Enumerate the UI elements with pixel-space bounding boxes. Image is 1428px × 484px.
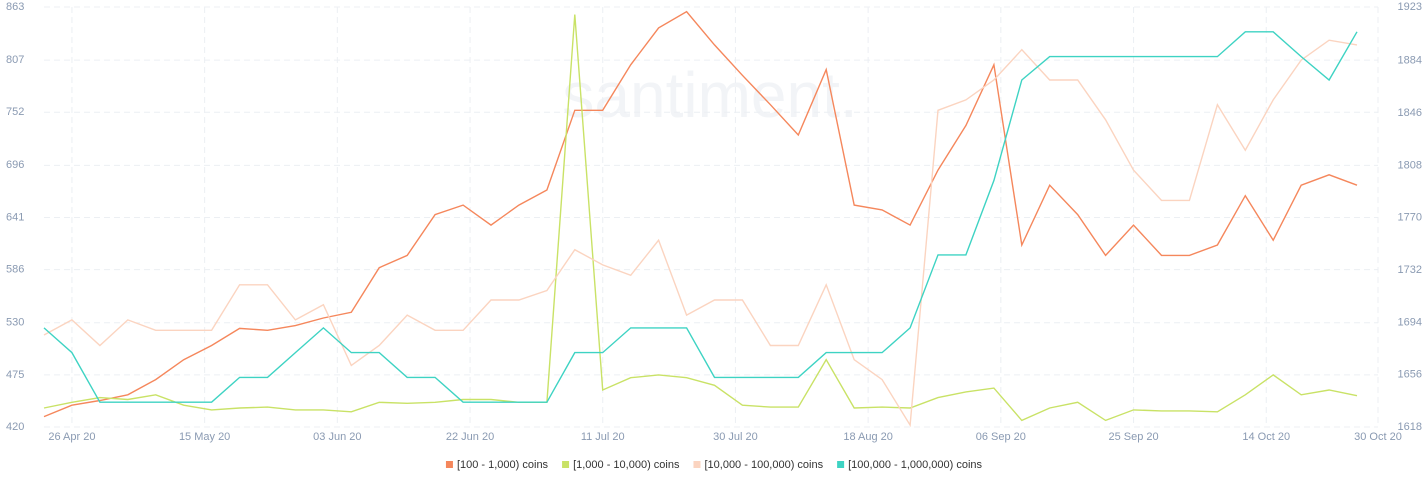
y-tick-label: 420 (6, 421, 24, 433)
x-tick-label: 18 Aug 20 (843, 431, 893, 443)
x-tick-label: 06 Sep 20 (976, 431, 1026, 443)
legend-label: [10,000 - 100,000) coins (704, 459, 823, 471)
y2-tick-label: 1656 (1398, 369, 1422, 381)
y-tick-label: 641 (6, 211, 24, 223)
y2-tick-label: 1808 (1398, 159, 1422, 171)
y-tick-label: 752 (6, 106, 24, 118)
y2-tick-label: 1694 (1398, 316, 1422, 328)
legend: [100 - 1,000) coins [1,000 - 10,000) coin… (445, 459, 983, 471)
y-tick-label: 530 (6, 317, 24, 329)
watermark: santiment. (562, 59, 857, 131)
y2-tick-label: 1618 (1398, 421, 1422, 433)
x-tick-label: 22 Jun 20 (446, 431, 494, 443)
legend-swatch (693, 461, 701, 468)
y2-tick-label: 1923 (1398, 1, 1422, 13)
x-tick-label: 15 May 20 (179, 431, 230, 443)
y-tick-label: 475 (6, 369, 24, 381)
legend-label: [100,000 - 1,000,000) coins (848, 459, 982, 471)
legend-swatch (837, 461, 845, 468)
legend-swatch (445, 461, 453, 468)
series-line (43, 14, 1358, 422)
y2-tick-label: 1770 (1398, 212, 1422, 224)
series-line (43, 39, 1358, 428)
y-tick-label: 696 (6, 159, 24, 171)
x-tick-label: 30 Oct 20 (1354, 431, 1402, 443)
x-tick-label: 30 Jul 20 (713, 431, 758, 443)
y2-tick-label: 1846 (1398, 107, 1422, 119)
x-tick-label: 03 Jun 20 (313, 431, 361, 443)
y-tick-label: 586 (6, 264, 24, 276)
y-tick-label: 807 (6, 54, 24, 66)
y2-tick-label: 1732 (1398, 264, 1422, 276)
x-tick-label: 26 Apr 20 (48, 431, 95, 443)
legend-swatch (562, 461, 570, 468)
x-tick-label: 25 Sep 20 (1108, 431, 1158, 443)
x-tick-label: 11 Jul 20 (581, 431, 625, 443)
series-line (43, 10, 1358, 418)
legend-label: [100 - 1,000) coins (457, 459, 549, 471)
series-line (43, 31, 1358, 403)
legend-label: [1,000 - 10,000) coins (573, 459, 680, 471)
y2-tick-label: 1884 (1398, 55, 1422, 67)
y-tick-label: 863 (6, 1, 24, 13)
x-tick-label: 14 Oct 20 (1242, 431, 1290, 443)
